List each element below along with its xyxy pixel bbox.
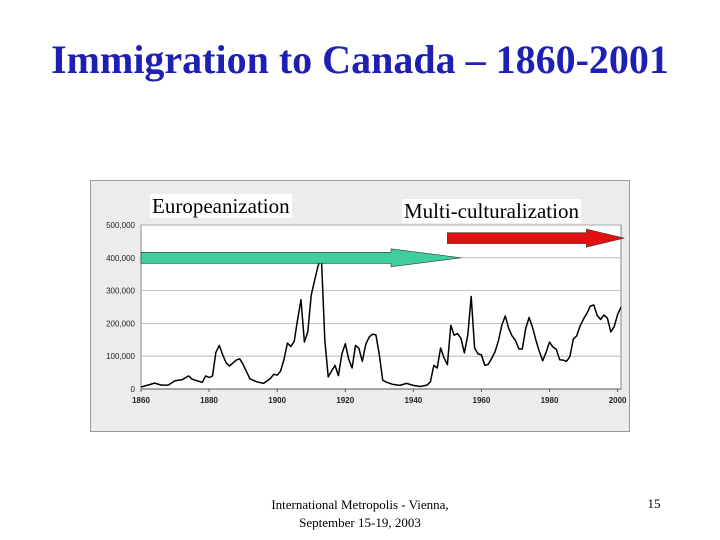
footer-line-2: September 15-19, 2003 (299, 515, 421, 530)
x-tick-label: 1940 (404, 396, 422, 405)
x-tick-label: 1980 (541, 396, 559, 405)
multiculturalization-arrow (447, 228, 625, 248)
multiculturalization-label: Multi-culturalization (402, 199, 581, 223)
y-tick-label: 0 (131, 385, 136, 394)
slide-title: Immigration to Canada – 1860-2001 (51, 37, 669, 82)
europeanization-arrow (140, 248, 462, 268)
y-tick-label: 300,000 (106, 287, 135, 296)
immigration-series-line (140, 256, 622, 388)
x-tick-label: 1960 (473, 396, 491, 405)
tick-labels: 0 100,000 200,000 300,000 400,000 500,000 1860… (106, 221, 627, 405)
footer-line-1: International Metropolis - Vienna, (271, 497, 449, 512)
immigration-line-chart: 0 100,000 200,000 300,000 400,000 500,000 1860… (106, 221, 627, 405)
x-tick-label: 1880 (200, 396, 218, 405)
y-tick-label: 500,000 (106, 221, 135, 230)
x-tick-label: 2000 (609, 396, 627, 405)
y-tick-label: 200,000 (106, 319, 135, 328)
y-tick-label: 400,000 (106, 254, 135, 263)
footer-text: International Metropolis - Vienna, Septe… (250, 496, 470, 532)
europeanization-label: Europeanization (150, 194, 292, 218)
arrow-layer (140, 228, 625, 268)
x-tick-label: 1920 (336, 396, 354, 405)
page-number: 15 (647, 496, 661, 511)
axes (140, 388, 621, 392)
series-layer (140, 256, 622, 388)
x-tick-label: 1900 (268, 396, 286, 405)
y-tick-label: 100,000 (106, 352, 135, 361)
x-tick-label: 1860 (132, 396, 150, 405)
